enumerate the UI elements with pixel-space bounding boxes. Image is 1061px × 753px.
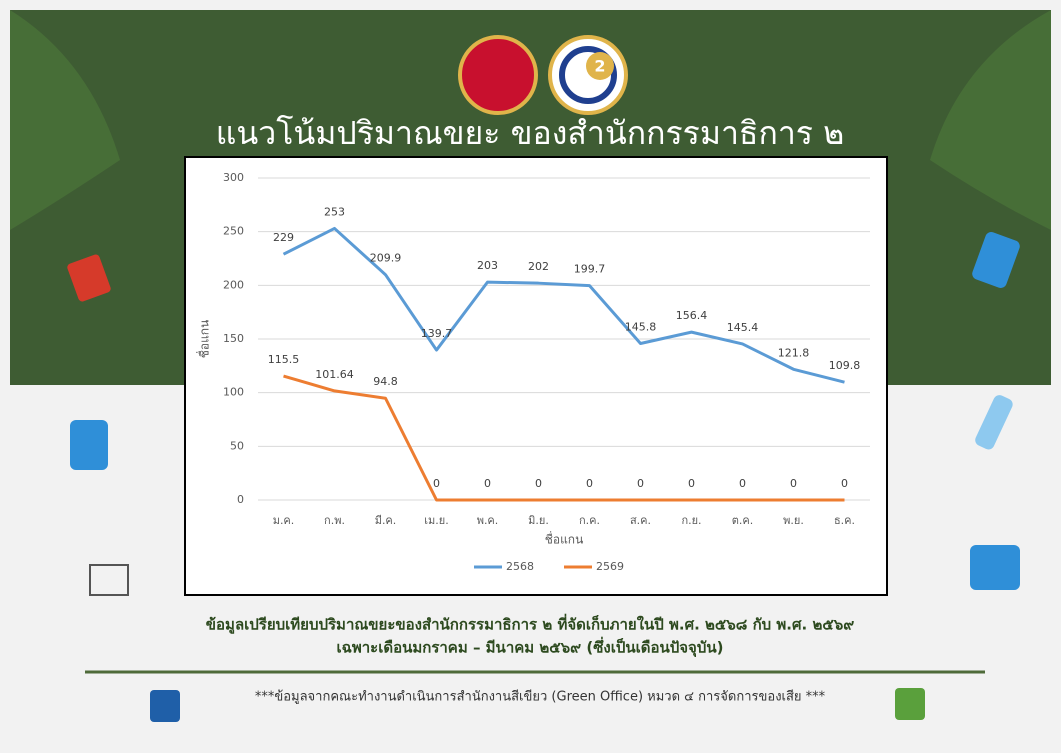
bin-icon bbox=[150, 690, 180, 722]
source-note: ***ข้อมูลจากคณะทำงานดำเนินการสำนักงานสีเ… bbox=[255, 689, 826, 705]
x-tick-label: ก.พ. bbox=[324, 514, 345, 527]
data-label: 145.4 bbox=[727, 321, 759, 334]
legend-label: 2568 bbox=[506, 560, 534, 573]
x-axis-title: ชื่อแกน bbox=[545, 531, 584, 547]
data-label: 0 bbox=[433, 477, 440, 490]
data-label: 145.8 bbox=[625, 321, 657, 334]
data-label: 0 bbox=[688, 477, 695, 490]
y-tick-label: 150 bbox=[223, 332, 244, 345]
x-tick-label: ต.ค. bbox=[732, 514, 754, 527]
data-label: 0 bbox=[637, 477, 644, 490]
y-axis-title: ชื่อแกน bbox=[196, 320, 212, 359]
data-label: 0 bbox=[586, 477, 593, 490]
data-label: 0 bbox=[841, 477, 848, 490]
data-label: 139.7 bbox=[421, 327, 453, 340]
caption-line: ข้อมูลเปรียบเทียบปริมาณขยะของสำนักกรรมาธ… bbox=[206, 614, 854, 635]
data-label: 199.7 bbox=[574, 263, 606, 276]
data-label: 0 bbox=[739, 477, 746, 490]
x-tick-label: ก.ค. bbox=[579, 514, 600, 527]
data-label: 109.8 bbox=[829, 359, 861, 372]
bin-icon bbox=[970, 545, 1020, 590]
data-label: 253 bbox=[324, 205, 345, 218]
y-tick-label: 300 bbox=[223, 171, 244, 184]
logo bbox=[460, 37, 536, 113]
bin-icon bbox=[895, 688, 925, 720]
data-label: 156.4 bbox=[676, 309, 708, 322]
data-label: 229 bbox=[273, 231, 294, 244]
bin-icon bbox=[70, 420, 108, 470]
data-label: 203 bbox=[477, 259, 498, 272]
data-label: 209.9 bbox=[370, 252, 402, 265]
data-label: 0 bbox=[790, 477, 797, 490]
x-tick-label: ม.ค. bbox=[273, 514, 295, 527]
caption-line: เฉพาะเดือนมกราคม – มีนาคม ๒๕๖๙ (ซึ่งเป็น… bbox=[337, 637, 724, 658]
page: 2 แนวโน้มปริมาณขยะ ของสำนักกรรมาธิการ ๒ … bbox=[0, 0, 1061, 753]
x-tick-label: มี.ค. bbox=[375, 514, 397, 527]
x-tick-label: พ.ค. bbox=[477, 514, 499, 527]
x-tick-label: ส.ค. bbox=[630, 514, 651, 527]
logo-text: 2 bbox=[594, 57, 605, 76]
data-label: 101.64 bbox=[315, 368, 354, 381]
x-tick-label: พ.ย. bbox=[783, 514, 804, 527]
data-label: 94.8 bbox=[373, 375, 398, 388]
data-label: 202 bbox=[528, 260, 549, 273]
x-tick-label: เม.ย. bbox=[424, 514, 448, 527]
y-tick-label: 250 bbox=[223, 225, 244, 238]
y-tick-label: 0 bbox=[237, 493, 244, 506]
page-title: แนวโน้มปริมาณขยะ ของสำนักกรรมาธิการ ๒ bbox=[216, 114, 844, 152]
y-tick-label: 100 bbox=[223, 386, 244, 399]
legend-label: 2569 bbox=[596, 560, 624, 573]
chart-frame bbox=[185, 157, 887, 595]
data-label: 0 bbox=[484, 477, 491, 490]
x-tick-label: ธ.ค. bbox=[834, 514, 855, 527]
data-label: 115.5 bbox=[268, 353, 300, 366]
data-label: 121.8 bbox=[778, 346, 810, 359]
data-label: 0 bbox=[535, 477, 542, 490]
y-tick-label: 200 bbox=[223, 278, 244, 291]
x-tick-label: ก.ย. bbox=[681, 514, 701, 527]
x-tick-label: มิ.ย. bbox=[528, 514, 549, 527]
y-tick-label: 50 bbox=[230, 439, 244, 452]
